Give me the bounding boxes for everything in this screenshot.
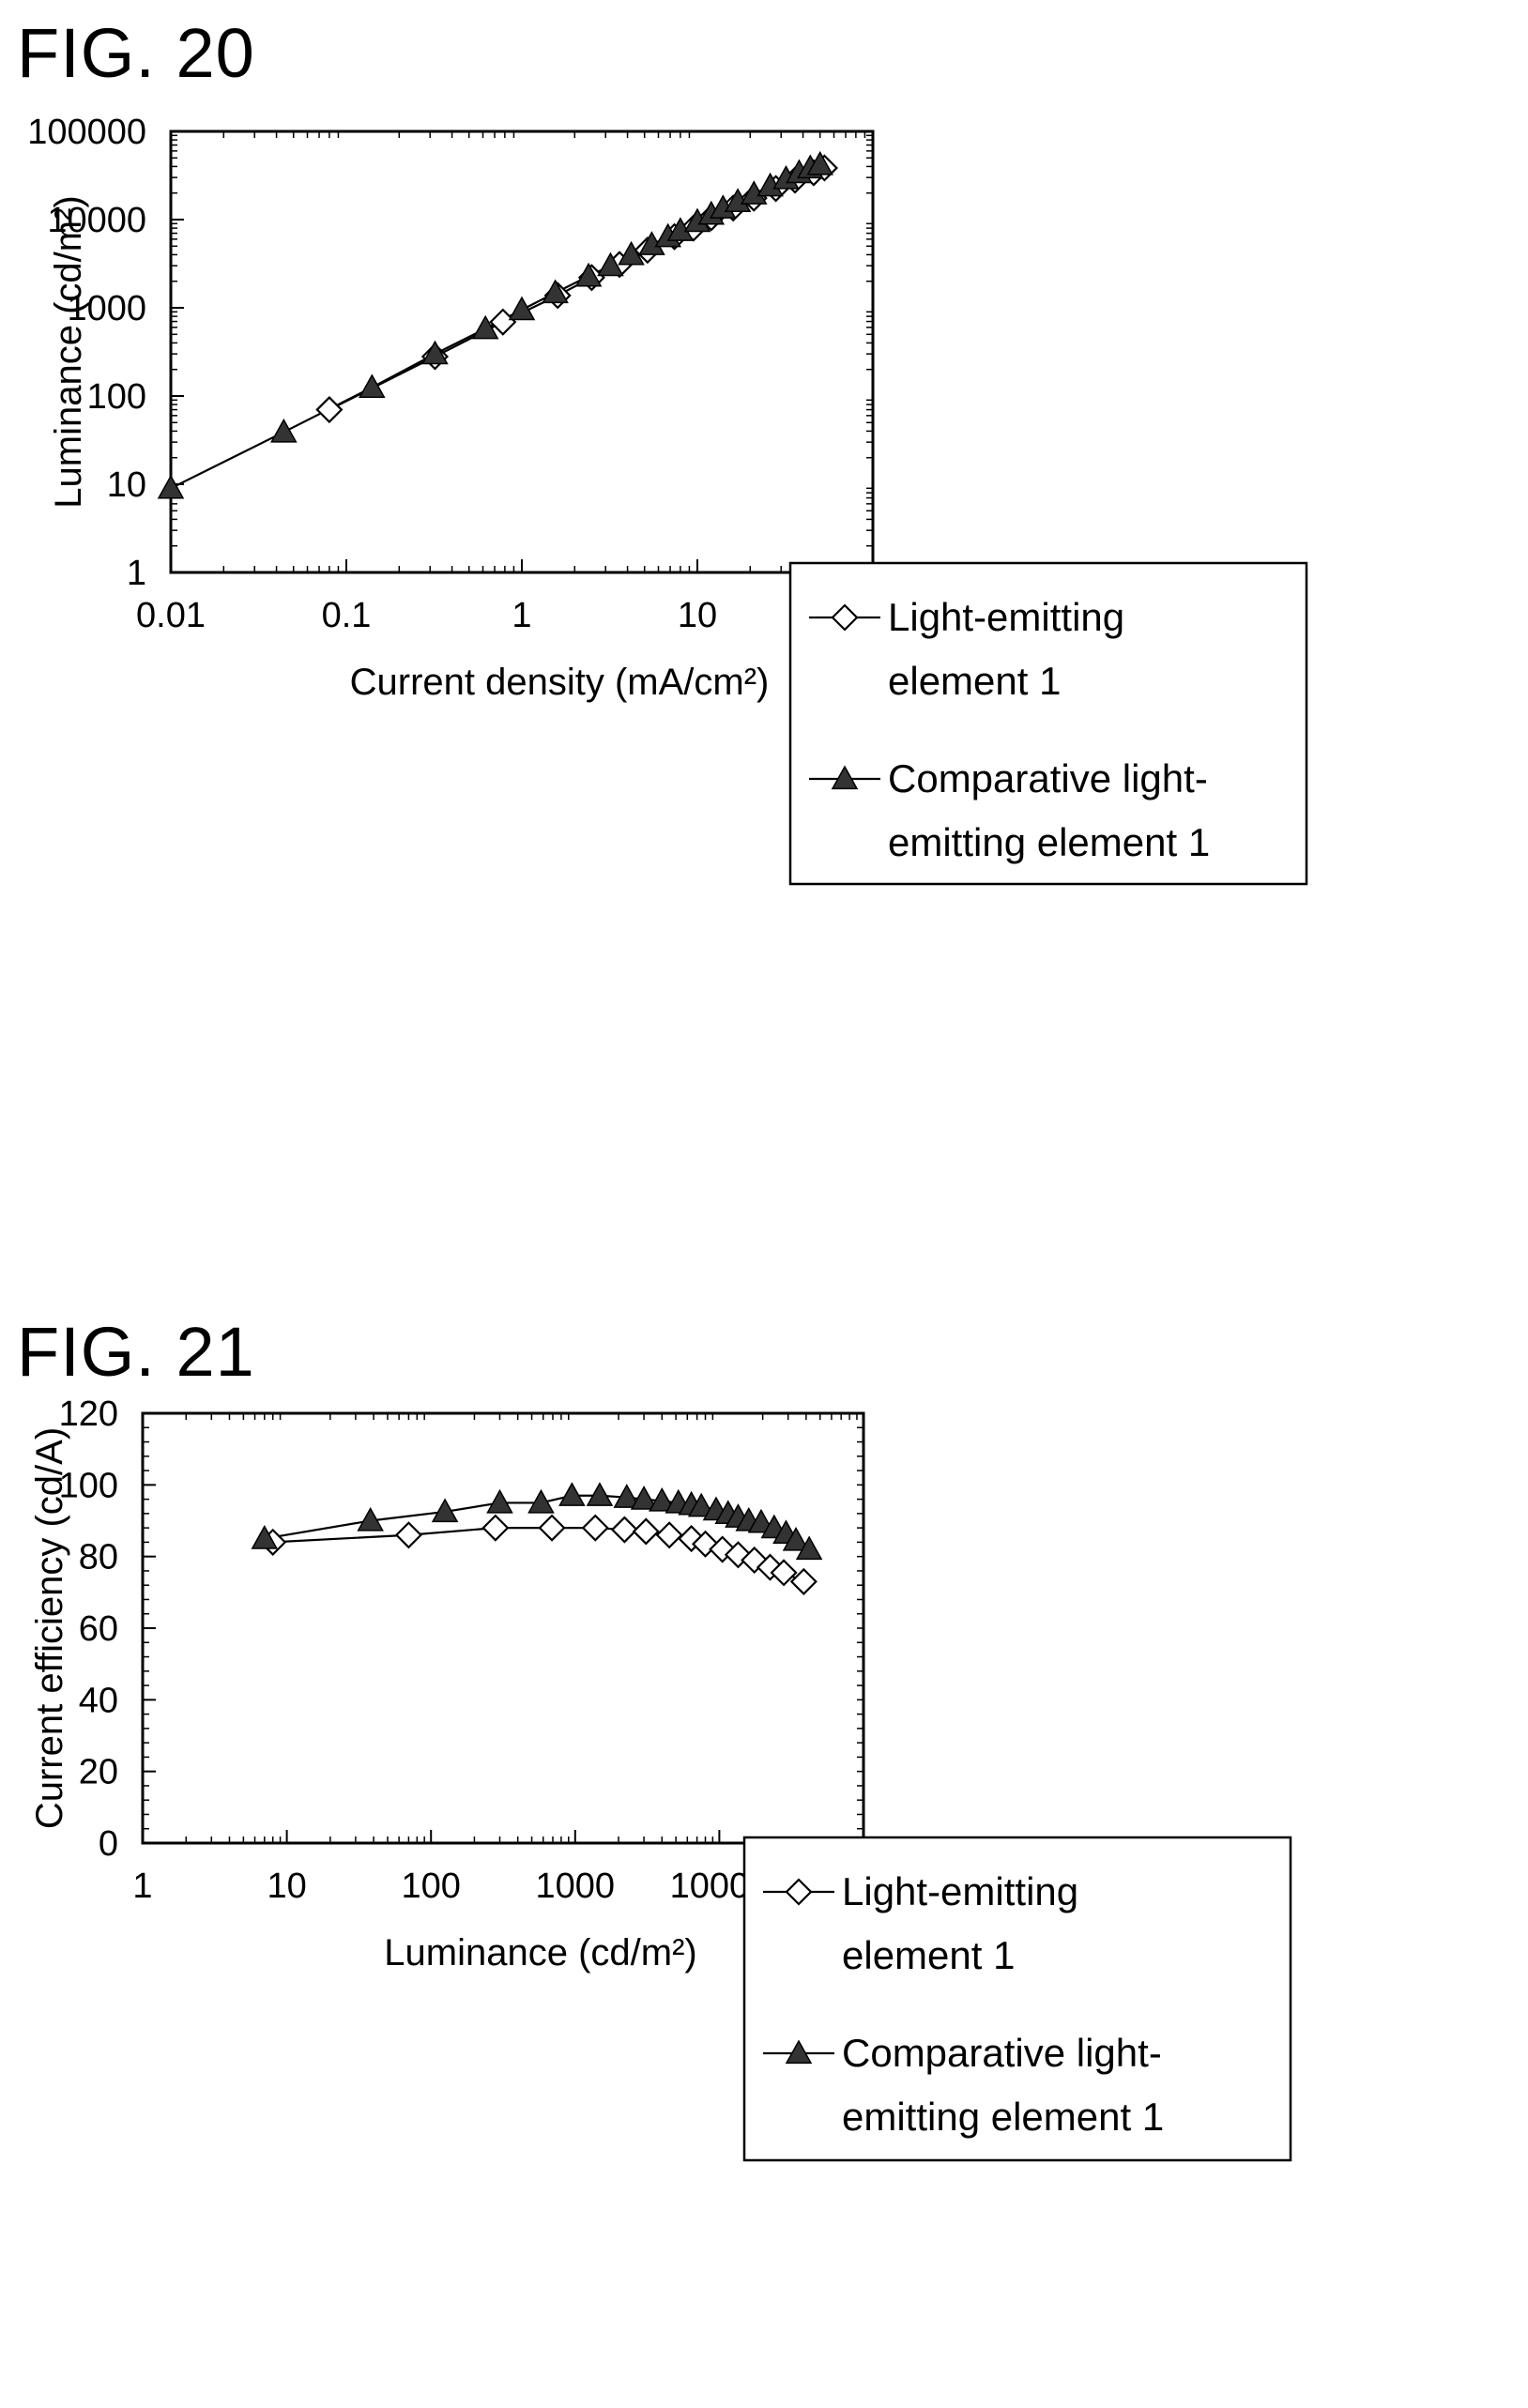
x-tick-label: 0.1: [322, 596, 372, 635]
data-point-series-2: [508, 296, 536, 321]
data-point-series-2: [486, 1488, 513, 1514]
data-point-series-2: [806, 150, 833, 175]
data-point-series-2: [630, 1486, 658, 1510]
data-point-series-2: [270, 418, 298, 443]
y-tick-label: 40: [79, 1681, 118, 1720]
legend-entry-label: Light-emitting: [842, 1869, 1078, 1913]
legend-marker: [831, 603, 859, 632]
legend-marker: [785, 2039, 813, 2065]
legend-entry-label: element 1: [842, 1933, 1015, 1977]
y-tick-label: 100: [59, 1466, 118, 1505]
data-point-series-1: [481, 1514, 510, 1542]
y-tick-label: 1000: [67, 289, 146, 328]
luminance-vs-current-density-chart: 0.010.1110100110100100010000100000Curren…: [27, 113, 1308, 886]
data-point-series-2: [618, 240, 645, 266]
legend-entry-label: element 1: [888, 659, 1061, 703]
y-tick-label: 80: [79, 1538, 118, 1577]
plot-area: [169, 130, 875, 574]
data-point-series-2: [471, 314, 499, 340]
data-point-series-2: [649, 1486, 676, 1512]
data-point-series-1: [789, 1567, 817, 1595]
data-point-series-1: [538, 1514, 566, 1542]
x-tick-label: 100: [401, 1867, 460, 1906]
legend-entry-label: emitting element 1: [888, 820, 1210, 864]
current-efficiency-vs-luminance-chart: 110100100010000100000020406080100120Lumi…: [29, 1395, 1292, 2162]
figure-20-title: FIG. 20: [17, 14, 255, 92]
x-tick-label: 1: [512, 596, 531, 635]
data-point-series-2: [357, 1506, 384, 1532]
legend-box: [742, 1836, 1292, 2162]
y-tick-label: 1: [127, 554, 146, 593]
data-point-series-1: [655, 1521, 683, 1549]
legend-entry-label: Comparative light-: [842, 2031, 1162, 2075]
x-tick-label: 10: [678, 596, 717, 635]
y-tick-label: 100: [87, 377, 146, 417]
legend-entry-label: Comparative light-: [888, 756, 1208, 800]
y-axis-label: Luminance (cd/m²): [48, 195, 89, 508]
y-axis-label: Current efficiency (cd/A): [29, 1427, 70, 1829]
y-tick-label: 60: [79, 1609, 118, 1649]
data-point-series-2: [431, 1498, 459, 1523]
data-point-series-2: [542, 279, 569, 304]
data-point-series-2: [795, 1535, 823, 1561]
data-point-series-2: [574, 262, 603, 287]
data-point-series-2: [421, 340, 449, 365]
legend-marker: [785, 1878, 813, 1906]
plot-area: [141, 1411, 865, 1845]
x-axis-label: Current density (mA/cm²): [350, 662, 770, 703]
data-point-series-2: [359, 373, 386, 399]
data-point-series-2: [613, 1484, 641, 1508]
y-tick-label: 100000: [27, 113, 146, 152]
x-tick-label: 1000: [536, 1867, 616, 1906]
data-point-series-1: [610, 1516, 638, 1544]
y-tick-label: 10: [107, 465, 146, 505]
data-point-series-1: [770, 1559, 798, 1587]
legend-entry-label: Light-emitting: [888, 595, 1124, 639]
y-tick-label: 120: [59, 1395, 118, 1434]
data-point-series-2: [558, 1482, 586, 1506]
data-point-series-2: [687, 1492, 715, 1517]
x-tick-label: 1: [132, 1867, 152, 1906]
data-point-series-2: [782, 1526, 810, 1551]
data-point-series-1: [581, 1514, 609, 1542]
legend-marker: [831, 765, 859, 790]
data-point-series-2: [597, 251, 624, 277]
x-axis-label: Luminance (cd/m²): [384, 1932, 696, 1974]
figure-21-title: FIG. 21: [17, 1313, 255, 1391]
data-point-series-2: [251, 1525, 279, 1549]
data-point-series-1: [632, 1517, 660, 1546]
y-tick-label: 0: [99, 1824, 118, 1864]
data-point-series-2: [157, 474, 185, 499]
data-point-series-1: [394, 1521, 422, 1549]
y-tick-label: 20: [79, 1753, 118, 1792]
data-point-series-2: [586, 1482, 614, 1506]
x-tick-label: 10: [267, 1867, 306, 1906]
x-tick-label: 0.01: [136, 596, 206, 635]
data-point-series-2: [527, 1488, 555, 1514]
legend-entry-label: emitting element 1: [842, 2095, 1164, 2139]
y-tick-label: 10000: [47, 201, 146, 240]
data-point-series-1: [315, 396, 344, 424]
